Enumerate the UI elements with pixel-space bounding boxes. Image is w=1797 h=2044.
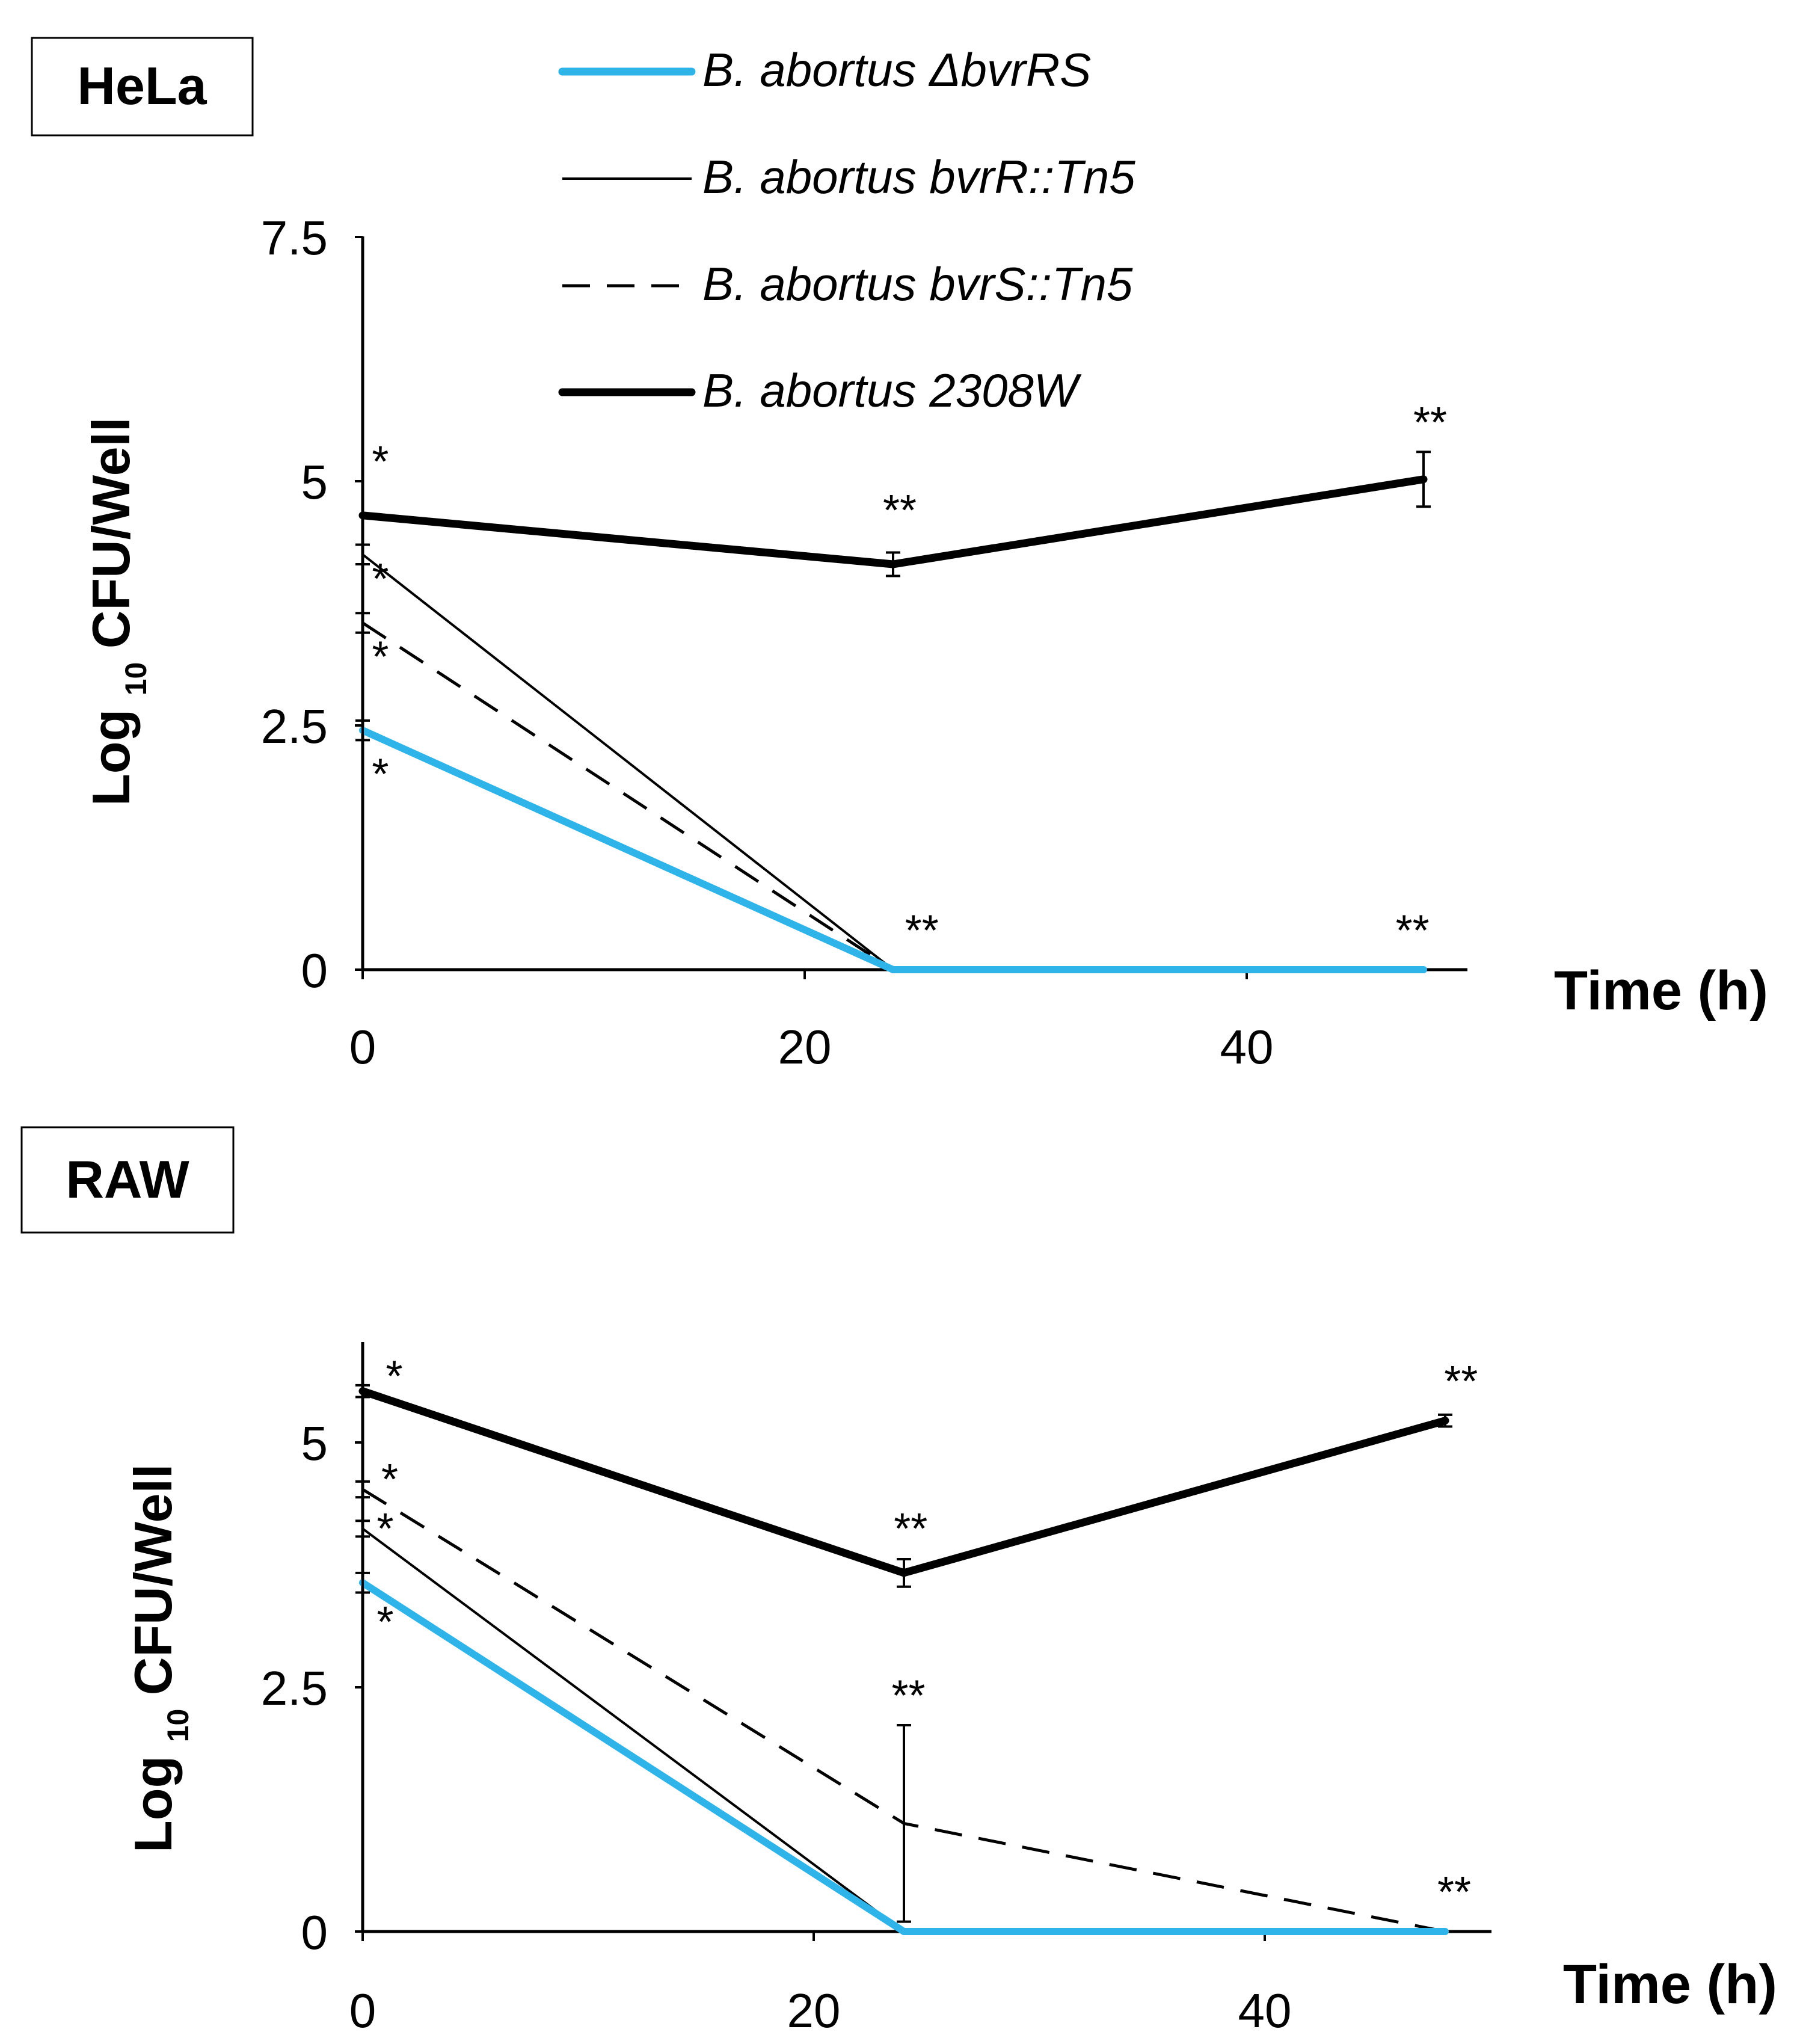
- legend-label-2308w: B. abortus 2308W: [702, 364, 1082, 417]
- y-axis-label-suffix: CFU/Well: [81, 417, 141, 649]
- y-axis-label-subscript: 10: [161, 1709, 195, 1743]
- significance-marker-raw: *: [386, 1353, 402, 1401]
- y-axis-label-subscript: 10: [119, 662, 153, 696]
- data-point-delta-bvrrs-raw: [900, 1928, 908, 1935]
- error-bar-2308w-hela: [1416, 451, 1431, 508]
- significance-marker-raw: *: [381, 1456, 398, 1504]
- x-tick-label-raw-20: 20: [787, 1984, 841, 2037]
- significance-marker-raw: **: [1437, 1868, 1471, 1916]
- y-axis-label-suffix: CFU/Well: [123, 1464, 183, 1696]
- y-axis-label-raw: Log 10 CFU/Well: [123, 1464, 195, 1853]
- significance-marker-hela: **: [883, 487, 917, 535]
- panel-raw: RAW 0 2.5 5 0 20 40 Time (h) Log 10 CFU/…: [20, 1126, 1777, 2037]
- significance-marker-hela: *: [372, 751, 389, 799]
- significance-marker-raw: **: [894, 1505, 927, 1553]
- error-bar-delta-bvrrs-raw: [355, 1571, 370, 1594]
- x-tick-label-hela-0: 0: [349, 1020, 376, 1074]
- x-tick-label-raw-40: 40: [1238, 1984, 1292, 2037]
- significance-marker-hela: *: [372, 555, 389, 603]
- error-bar-2308w-hela: [886, 551, 900, 577]
- error-bar-2308w-raw: [897, 1557, 911, 1588]
- y-tick-label-hela-0: 0: [301, 944, 328, 997]
- x-tick-label-hela-40: 40: [1220, 1020, 1274, 1074]
- error-bar-2308w-raw: [1438, 1413, 1452, 1428]
- y-tick-label-hela-2.5: 2.5: [261, 700, 328, 753]
- panel-title-raw: RAW: [66, 1150, 189, 1209]
- panel-label-box-raw: [20, 1126, 235, 1234]
- error-bar-bvrr-tn5-hela: [355, 543, 370, 566]
- legend-label-bvrs: B. abortus bvrS::Tn5: [702, 257, 1133, 310]
- y-tick-label-hela-7.5: 7.5: [261, 211, 328, 265]
- series-line-delta-bvrrs-hela: [361, 727, 1424, 973]
- significance-marker-hela: *: [372, 633, 389, 682]
- plot-area-hela: ********** **: [355, 399, 1447, 973]
- significance-marker-hela: *: [372, 438, 389, 486]
- significance-marker-hela: **: [1396, 907, 1430, 955]
- data-point-delta-bvrrs-hela: [889, 966, 897, 973]
- legend: B. abortus ΔbvrRS B. abortus bvrR::Tn5 B…: [558, 43, 1135, 417]
- significance-marker-raw: *: [376, 1505, 393, 1553]
- data-point-2308w-hela: [358, 511, 367, 520]
- series-line-bvrs-tn5-hela: [361, 621, 1424, 971]
- x-tick-label-raw-0: 0: [349, 1984, 376, 2037]
- plot-area-raw: ************: [355, 1353, 1478, 1935]
- panel-label-box-hela: [31, 37, 254, 137]
- legend-label-delta-bvrrs: B. abortus ΔbvrRS: [702, 43, 1091, 96]
- data-point-delta-bvrrs-hela: [1420, 966, 1427, 973]
- series-line-bvrr-tn5-hela: [361, 553, 1424, 971]
- panel-hela: HeLa B. abortus ΔbvrRS B. abortus bvrR::…: [31, 37, 1768, 1074]
- y-axis-label-hela: Log 10 CFU/Well: [81, 417, 153, 806]
- y-tick-label-raw-5: 5: [301, 1417, 328, 1470]
- error-bar-2308w-raw: [355, 1384, 370, 1399]
- significance-marker-hela: **: [1413, 399, 1447, 447]
- significance-marker-hela: **: [905, 907, 939, 955]
- data-point-delta-bvrrs-raw: [1442, 1928, 1449, 1935]
- x-tick-label-hela-20: 20: [778, 1020, 832, 1074]
- error-bar-bvrr-tn5-raw: [355, 1519, 370, 1538]
- x-axis-label-hela: Time (h): [1554, 960, 1768, 1021]
- y-tick-label-hela-5: 5: [301, 455, 328, 509]
- legend-label-bvrr: B. abortus bvrR::Tn5: [702, 150, 1135, 203]
- y-axis-label-prefix: Log: [81, 709, 141, 806]
- significance-marker-raw: *: [376, 1598, 393, 1646]
- significance-marker-raw: **: [1444, 1358, 1478, 1406]
- significance-marker-raw: **: [891, 1672, 925, 1720]
- error-bar-bvrs-tn5-raw: [897, 1724, 911, 1923]
- x-axis-label-raw: Time (h): [1563, 1954, 1777, 2015]
- y-axis-label-prefix: Log: [123, 1756, 183, 1853]
- error-bar-bvrs-tn5-raw: [355, 1480, 370, 1499]
- error-bar-bvrs-tn5-hela: [355, 612, 370, 634]
- y-tick-label-raw-0: 0: [301, 1906, 328, 1959]
- y-tick-label-raw-2.5: 2.5: [261, 1661, 328, 1715]
- panel-title-hela: HeLa: [77, 56, 207, 115]
- error-bar-delta-bvrrs-hela: [355, 719, 370, 742]
